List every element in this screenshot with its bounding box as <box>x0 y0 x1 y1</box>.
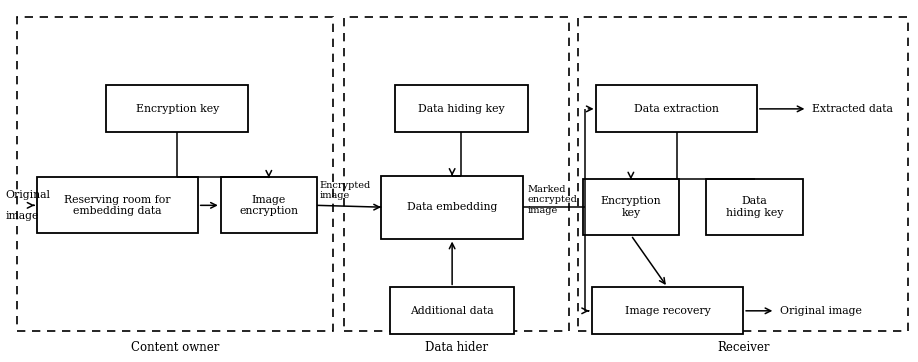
Bar <box>344 17 569 331</box>
Text: image: image <box>6 211 39 221</box>
Bar <box>381 176 523 239</box>
Bar <box>707 179 802 235</box>
Text: Original: Original <box>6 190 50 199</box>
Text: Reserving room for
embedding data: Reserving room for embedding data <box>64 194 171 216</box>
Text: Encryption key: Encryption key <box>136 104 218 114</box>
Bar <box>395 85 528 132</box>
Text: Data extraction: Data extraction <box>634 104 719 114</box>
Text: Data embedding: Data embedding <box>407 202 498 212</box>
Text: Image
encryption: Image encryption <box>240 194 298 216</box>
Text: Image recovery: Image recovery <box>624 306 711 316</box>
Text: Data hiding key: Data hiding key <box>418 104 505 114</box>
Text: Data
hiding key: Data hiding key <box>726 196 783 218</box>
Bar <box>583 179 679 235</box>
Bar <box>17 17 333 331</box>
Text: Data hider: Data hider <box>425 341 487 354</box>
Text: Receiver: Receiver <box>717 341 769 354</box>
Text: Marked
encrypted
image: Marked encrypted image <box>528 185 577 215</box>
Bar <box>578 17 908 331</box>
Text: Original image: Original image <box>779 306 862 316</box>
Text: Content owner: Content owner <box>130 341 219 354</box>
Bar <box>106 85 248 132</box>
Bar <box>38 177 197 233</box>
Bar <box>390 287 514 334</box>
Bar <box>597 85 757 132</box>
Text: Extracted data: Extracted data <box>812 104 893 114</box>
Text: Additional data: Additional data <box>410 306 494 316</box>
Bar <box>220 177 317 233</box>
Bar <box>592 287 744 334</box>
Text: Encrypted
image: Encrypted image <box>319 181 371 200</box>
Text: Encryption
key: Encryption key <box>600 196 661 218</box>
